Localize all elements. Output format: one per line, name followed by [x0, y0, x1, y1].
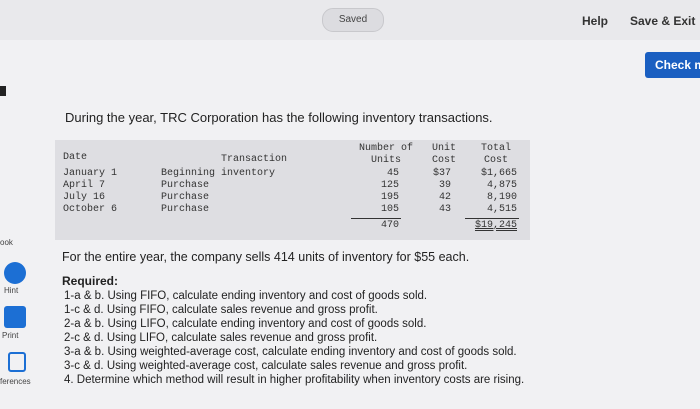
required-item: 2-a & b. Using LIFO, calculate ending in…	[64, 318, 427, 330]
value-cell: 105	[380, 204, 399, 215]
transaction-cell: Purchase	[161, 192, 210, 203]
required-item: 3-c & d. Using weighted-average cost, ca…	[64, 360, 468, 372]
required-item: 4. Determine which method will result in…	[64, 374, 525, 386]
hint-link[interactable]: Hint	[4, 286, 19, 295]
saved-status: Saved	[322, 8, 384, 32]
intro-text: During the year, TRC Corporation has the…	[65, 110, 493, 125]
inventory-table: Date Transaction Number of Units Unit Cost T…	[55, 140, 530, 240]
transaction-cell: Beginning inventory	[161, 168, 276, 179]
value-cell: 42	[438, 192, 451, 203]
print-link[interactable]: Print	[2, 331, 19, 340]
required-heading: Required:	[62, 274, 119, 288]
hint-icon[interactable]	[4, 262, 26, 284]
value-cell: 195	[380, 192, 399, 203]
header-cell: Total Cost	[480, 143, 511, 166]
value-cell: 4,515	[486, 204, 517, 215]
sidebar: ook Hint Print ferences	[0, 40, 44, 409]
sales-note: For the entire year, the company sells 4…	[62, 250, 470, 264]
value-cell: 125	[380, 180, 399, 191]
value-cell: 8,190	[486, 192, 517, 203]
transaction-cell: Purchase	[161, 180, 210, 191]
header-cell: Unit Cost	[431, 143, 456, 166]
required-item: 1-c & d. Using FIFO, calculate sales rev…	[64, 304, 378, 316]
references-link[interactable]: ferences	[0, 377, 31, 386]
ebook-link[interactable]: ook	[0, 238, 13, 247]
date-cell: October 6	[63, 204, 118, 215]
header-cell: Transaction	[220, 154, 287, 165]
value-cell: 45	[386, 168, 399, 179]
save-exit-link[interactable]: Save & Exit	[630, 14, 696, 28]
rule	[351, 218, 401, 219]
top-bar: Saved Help Save & Exit	[0, 0, 700, 40]
header-cell: Date	[63, 152, 88, 163]
value-cell: $1,665	[480, 168, 517, 179]
date-cell: January 1	[63, 168, 118, 179]
help-link[interactable]: Help	[582, 14, 609, 28]
date-cell: July 16	[63, 192, 106, 203]
units-total: 470	[380, 220, 399, 231]
value-cell: 4,875	[486, 180, 517, 191]
transaction-cell: Purchase	[161, 204, 210, 215]
required-item: 2-c & d. Using LIFO, calculate sales rev…	[64, 332, 378, 344]
references-icon[interactable]	[8, 352, 26, 372]
print-icon[interactable]	[4, 306, 26, 328]
header-cell: Number of Units	[358, 143, 413, 166]
nav-marker	[0, 86, 6, 96]
required-item: 1-a & b. Using FIFO, calculate ending in…	[64, 290, 428, 302]
value-cell: $37	[432, 168, 451, 179]
date-cell: April 7	[63, 180, 106, 191]
cost-total: $19,245	[474, 220, 517, 231]
value-cell: 39	[438, 180, 451, 191]
rule	[465, 218, 519, 219]
value-cell: 43	[438, 204, 451, 215]
check-button[interactable]: Check m	[645, 52, 700, 78]
required-item: 3-a & b. Using weighted-average cost, ca…	[64, 346, 517, 358]
